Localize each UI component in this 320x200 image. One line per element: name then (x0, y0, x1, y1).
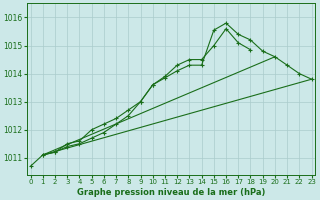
X-axis label: Graphe pression niveau de la mer (hPa): Graphe pression niveau de la mer (hPa) (77, 188, 265, 197)
